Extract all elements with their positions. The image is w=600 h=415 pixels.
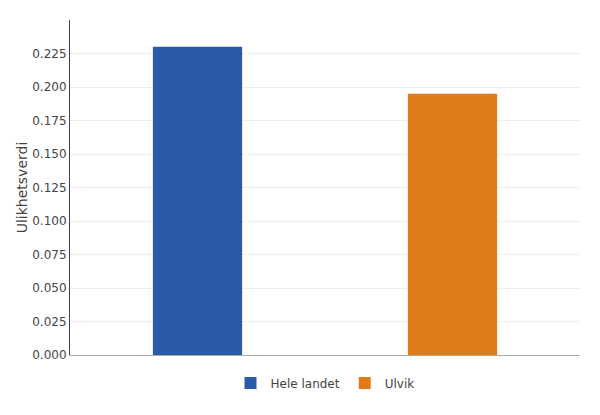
svg-text:0.000: 0.000 xyxy=(32,348,66,362)
svg-text:0.150: 0.150 xyxy=(32,147,66,161)
svg-text:Ulvik: Ulvik xyxy=(385,377,415,391)
svg-text:0.200: 0.200 xyxy=(32,80,66,94)
svg-text:0.125: 0.125 xyxy=(32,181,66,195)
svg-text:0.225: 0.225 xyxy=(32,47,66,61)
svg-text:0.100: 0.100 xyxy=(32,214,66,228)
svg-text:Ulikhetsverdi: Ulikhetsverdi xyxy=(14,142,30,234)
svg-text:0.175: 0.175 xyxy=(32,114,66,128)
svg-text:0.075: 0.075 xyxy=(32,248,66,262)
svg-text:0.050: 0.050 xyxy=(32,281,66,295)
svg-text:0.025: 0.025 xyxy=(32,315,66,329)
svg-text:Hele landet: Hele landet xyxy=(271,377,340,391)
